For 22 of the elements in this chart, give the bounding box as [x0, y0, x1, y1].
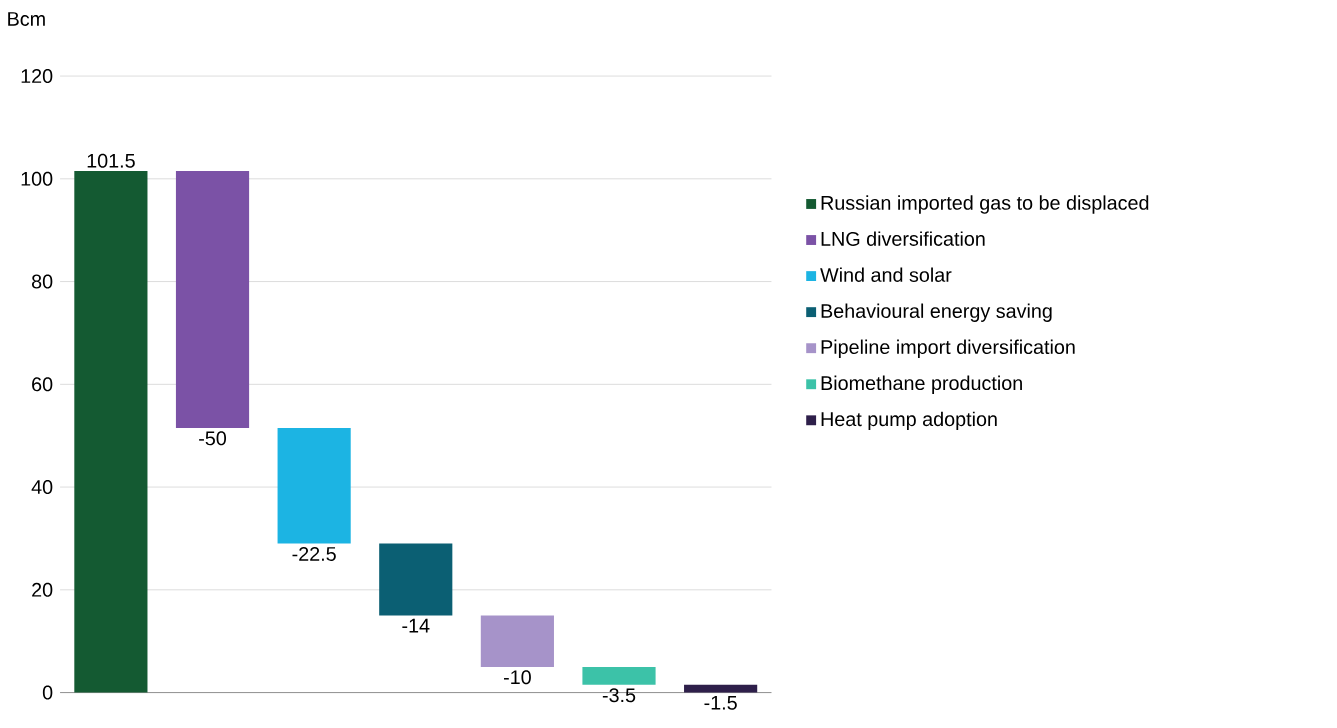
y-tick-label: 40 [31, 480, 53, 494]
legend-label: Russian imported gas to be displaced [821, 195, 1149, 214]
data-label: -14 [402, 618, 430, 633]
data-label: -10 [503, 670, 531, 685]
y-tick-label: 0 [42, 685, 53, 700]
legend-label: Behavioural energy saving [821, 303, 1052, 322]
y-tick-label: 80 [31, 274, 53, 289]
legend-label: LNG diversification [821, 231, 985, 246]
y-tick-label: 100 [21, 171, 53, 186]
data-label: -22.5 [292, 546, 336, 561]
legend-label: Heat pump adoption [821, 411, 997, 430]
data-label: 101.5 [87, 153, 135, 168]
legend-label: Pipeline import diversification [821, 339, 1075, 358]
y-axis-title: Bcm [8, 12, 45, 26]
y-tick-label: 120 [21, 69, 53, 83]
y-tick-label: 20 [32, 582, 53, 597]
legend-label: Biomethane production [821, 375, 1022, 394]
data-label: -50 [199, 431, 227, 446]
data-label: -3.5 [602, 688, 636, 703]
legend-label: Wind and solar [820, 267, 952, 282]
y-tick-label: 60 [32, 377, 53, 392]
data-label: -1.5 [704, 695, 737, 710]
